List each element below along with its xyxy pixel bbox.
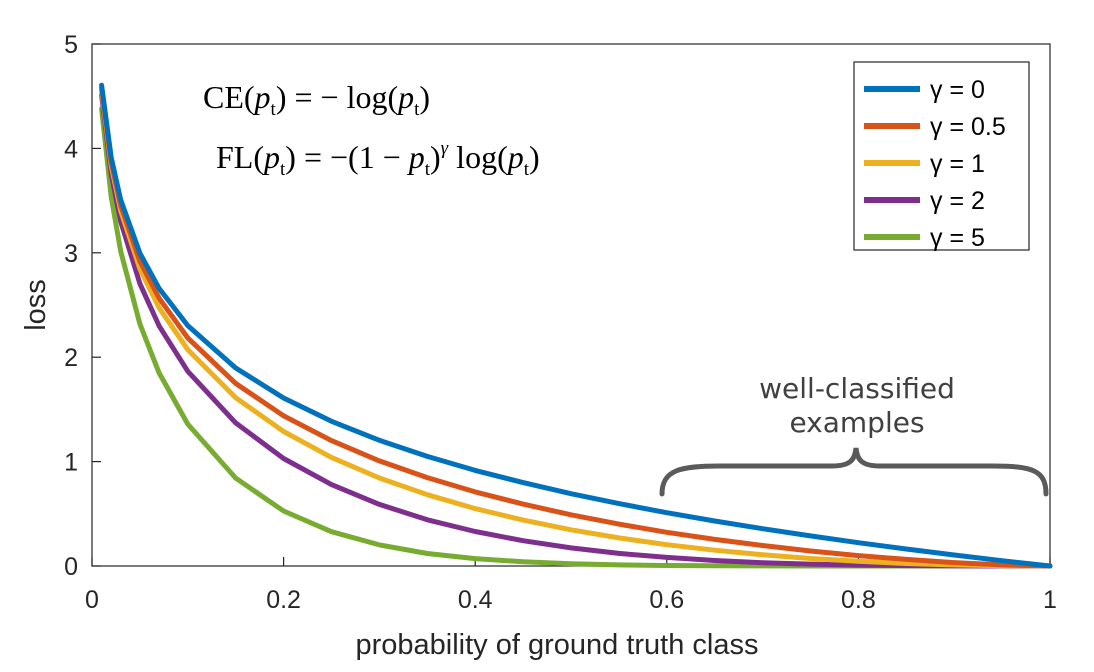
legend-label: γ = 2 [930, 187, 985, 215]
y-tick-label: 2 [64, 344, 78, 372]
fl-formula-lhs: FL [216, 139, 253, 175]
x-tick-label: 0.8 [841, 586, 876, 614]
x-tick-label: 1 [1043, 586, 1057, 614]
series-line-gamma-1 [99, 87, 1053, 569]
legend-box [853, 61, 1030, 251]
x-axis-label: probability of ground truth class [356, 629, 759, 661]
y-axis-label: loss [20, 279, 52, 331]
series-line-gamma-0.5 [99, 85, 1053, 569]
y-tick-label: 4 [64, 135, 78, 163]
x-tick-label: 0 [85, 586, 99, 614]
x-tick-label: 0.4 [458, 586, 493, 614]
ce-formula-lhs: CE [203, 79, 244, 115]
annotation-brace [659, 447, 1049, 497]
y-tick-label: 0 [64, 553, 78, 581]
x-tick-label: 0.6 [649, 586, 684, 614]
legend: γ = 0 γ = 0.5 γ = 1 γ = 2 γ = 5 [853, 61, 1030, 252]
y-tick-label: 1 [64, 449, 78, 477]
fl-formula: FL(pt) = −(1 − pt)γ log(pt) [216, 138, 540, 180]
legend-label: γ = 0 [930, 76, 985, 104]
legend-label: γ = 1 [930, 150, 985, 178]
annotation-line1: well-classified [759, 372, 955, 405]
series-lines [99, 82, 1053, 569]
legend-label: γ = 0.5 [930, 113, 1006, 141]
legend-label: γ = 5 [930, 224, 985, 252]
series-line-gamma-0 [99, 82, 1053, 569]
series-line-gamma-2 [99, 92, 1053, 569]
ce-formula: CE(pt) = − log(pt) [203, 79, 430, 120]
axis-ticks: 0 0.2 0.4 0.6 0.8 1 0 1 2 3 4 5 [64, 31, 1057, 614]
y-tick-label: 5 [64, 31, 78, 59]
x-tick-label: 0.2 [266, 586, 301, 614]
y-tick-label: 3 [64, 240, 78, 268]
annotation-line2: examples [789, 406, 924, 439]
